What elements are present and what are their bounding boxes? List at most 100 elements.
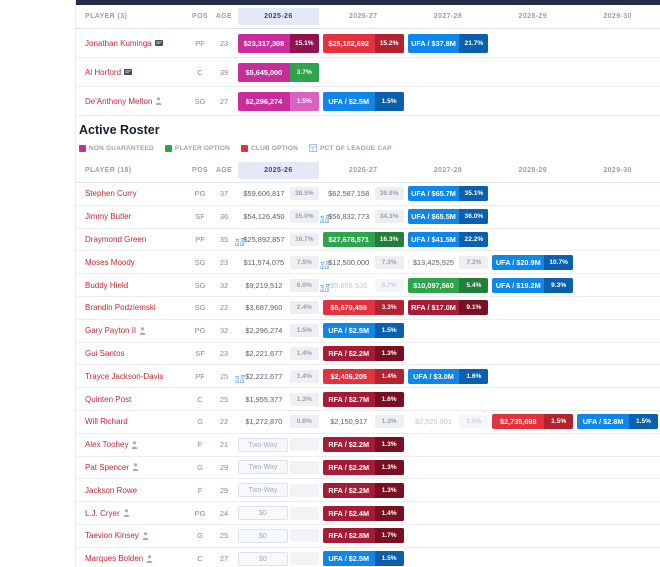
salary-value: $2,735,698 xyxy=(500,417,537,427)
player-link[interactable]: De'Anthony Melton xyxy=(85,96,153,106)
age-cell: 27 xyxy=(219,554,229,564)
cap-pct-badge: 1.3% xyxy=(374,459,404,475)
year-label: 2029-30 xyxy=(603,167,632,174)
year-label: 2028-29 xyxy=(518,13,548,20)
year-label: 2027-28 xyxy=(433,167,463,174)
contract-status-block: UFA / $2.5M 1.5% xyxy=(322,91,404,111)
contract-status-block: UFA / $2.5M 1.5% xyxy=(322,551,404,567)
salary-value: $25,182,692 xyxy=(328,38,369,48)
cap-pct-badge: 1.3% xyxy=(374,415,404,429)
salary-value: UFA / $19.2M xyxy=(495,280,541,290)
salary-value: $1,955,377 xyxy=(245,394,283,404)
player-link[interactable]: Brandin Podziemski xyxy=(85,303,156,313)
salary-value: UFA / $2.8M xyxy=(582,417,624,427)
salary-cell: $0 xyxy=(236,528,321,543)
table-row: De'Anthony Melton SG 27 $2,296,274 1.5% UFA /… xyxy=(76,87,660,116)
cap-pct-badge: 1.5% xyxy=(289,91,319,111)
salary-value: UFA / $20.9M xyxy=(495,257,541,267)
cap-pct-badge: 9.3% xyxy=(544,277,574,293)
salary-value: UFA / $37.8M xyxy=(411,38,456,48)
table-row: Al Horford C 39 $5,645,000 3.7% xyxy=(76,58,660,87)
salary-value: UFA / $2.5M xyxy=(328,554,370,564)
player-cell: Draymond Green xyxy=(76,235,188,244)
active-roster-table: PLAYER (18) POS AGE 2025-26 2026-27 2027-28 20… xyxy=(76,159,660,567)
pos-cell: SG xyxy=(194,280,206,290)
player-cell: Brandin Podziemski xyxy=(76,303,188,312)
player-link[interactable]: Jonathan Kuminga xyxy=(85,38,152,48)
player-link[interactable]: Quinten Post xyxy=(85,394,132,404)
column-header-pos: POS xyxy=(192,13,208,20)
age-cell: 25 xyxy=(219,371,229,381)
player-cell: Quinten Post xyxy=(76,395,188,404)
salary-cell: $0 xyxy=(236,506,321,521)
pos-cell: PG xyxy=(194,189,206,199)
legend-item: NON GUARANTEED xyxy=(79,144,154,152)
player-link[interactable]: Jimmy Butler xyxy=(85,212,132,222)
salary-value: $5,645,000 xyxy=(245,67,283,77)
player-link[interactable]: Alex Toohey xyxy=(85,440,129,450)
age-cell: 27 xyxy=(219,96,229,106)
player-link[interactable]: Marques Bolden xyxy=(85,554,144,564)
cap-pct-badge: 1.3% xyxy=(289,392,319,406)
age-cell: 37 xyxy=(219,189,229,199)
person-icon xyxy=(132,463,139,472)
salary-cell: RFA / $2.8M 1.7% xyxy=(321,528,406,544)
salary-cell: $3,687,960 2.4% xyxy=(236,301,321,315)
player-link[interactable]: Jackson Rowe xyxy=(85,485,138,495)
column-header-year: 2026-27 xyxy=(321,162,406,179)
salary-value: $12,500,000 xyxy=(328,257,370,267)
contract-status-block: RFA / $2.4M 1.4% xyxy=(322,505,404,521)
salary-value: $2,296,274 xyxy=(245,96,283,106)
player-link[interactable]: Gary Payton II xyxy=(85,326,137,336)
salary-cell: $25,182,692 15.2% xyxy=(321,33,406,53)
player-cell: Moses Moody xyxy=(76,258,188,267)
column-header-player: PLAYER (3) xyxy=(85,13,128,20)
player-link[interactable]: Buddy Hield xyxy=(85,280,129,290)
salary-cell: $5,679,459 3.3% xyxy=(321,300,406,316)
cap-pct-badge: 7.2% xyxy=(459,255,489,269)
salary-cell: UFA / $37.8M 21.7% xyxy=(406,33,491,53)
pos-cell: G xyxy=(197,417,203,427)
salary-value: $2,525,901 xyxy=(414,417,452,427)
salary-value: RFA / $2.2M xyxy=(328,348,370,358)
player-link[interactable]: Pat Spencer xyxy=(85,462,130,472)
pos-cell: F xyxy=(197,485,203,495)
salary-value: $27,678,571 xyxy=(328,234,369,244)
player-link[interactable]: Stephen Curry xyxy=(85,189,137,199)
player-link[interactable]: Gui Santos xyxy=(85,348,125,358)
column-header-player: PLAYER (18) xyxy=(85,167,132,174)
contract-status-block: $5,679,459 3.3% xyxy=(322,300,404,316)
contract-badge-icon xyxy=(124,69,133,75)
contract-status-block: RFA / $2.7M 1.6% xyxy=(322,391,404,407)
ext-elig-tag: Ext. Elig xyxy=(235,237,246,246)
contract-status-block: $2,735,698 1.5% xyxy=(492,414,574,430)
player-link[interactable]: Trayce Jackson-Davis xyxy=(85,371,164,381)
salary-value: RFA / $17.0M xyxy=(411,303,456,313)
salary-value: $25,892,857 xyxy=(243,234,285,244)
salary-cell: UFA / $3.0M 1.6% xyxy=(406,368,491,384)
salary-cell: UFA / $41.5M 22.2% xyxy=(406,231,491,247)
column-header-year: 2028-29 xyxy=(490,8,575,25)
salary-value: RFA / $2.2M xyxy=(328,440,370,450)
contract-status-block: $27,678,571 16.3% xyxy=(322,231,404,247)
column-header-age: AGE xyxy=(215,167,233,174)
cap-pct-badge: 1.4% xyxy=(374,505,404,521)
legend-swatch xyxy=(79,144,86,152)
player-link[interactable]: Will Richard xyxy=(85,417,128,427)
player-link[interactable]: Al Horford xyxy=(85,67,122,77)
player-link[interactable]: Moses Moody xyxy=(85,257,135,267)
player-link[interactable]: Draymond Green xyxy=(85,234,147,244)
age-cell: 25 xyxy=(219,531,229,541)
cap-pct-badge: 15.1% xyxy=(289,33,319,53)
player-link[interactable]: L.J. Cryer xyxy=(85,508,120,518)
table-header-row: PLAYER (18) POS AGE 2025-26 2026-27 2027-28 20… xyxy=(76,159,660,183)
player-cell: Taevion Kinsey xyxy=(76,531,188,540)
contract-status-block: $10,097,560 5.4% xyxy=(407,277,489,293)
player-link[interactable]: Taevion Kinsey xyxy=(85,531,139,541)
salary-box: Two-Way xyxy=(238,437,288,452)
person-icon xyxy=(139,326,146,335)
legend-item: CLUB OPTION xyxy=(241,144,298,152)
contract-status-block: RFA / $2.8M 1.7% xyxy=(322,528,404,544)
contract-status-block: RFA / $17.0M 9.1% xyxy=(407,300,489,316)
age-cell: 25 xyxy=(219,394,229,404)
